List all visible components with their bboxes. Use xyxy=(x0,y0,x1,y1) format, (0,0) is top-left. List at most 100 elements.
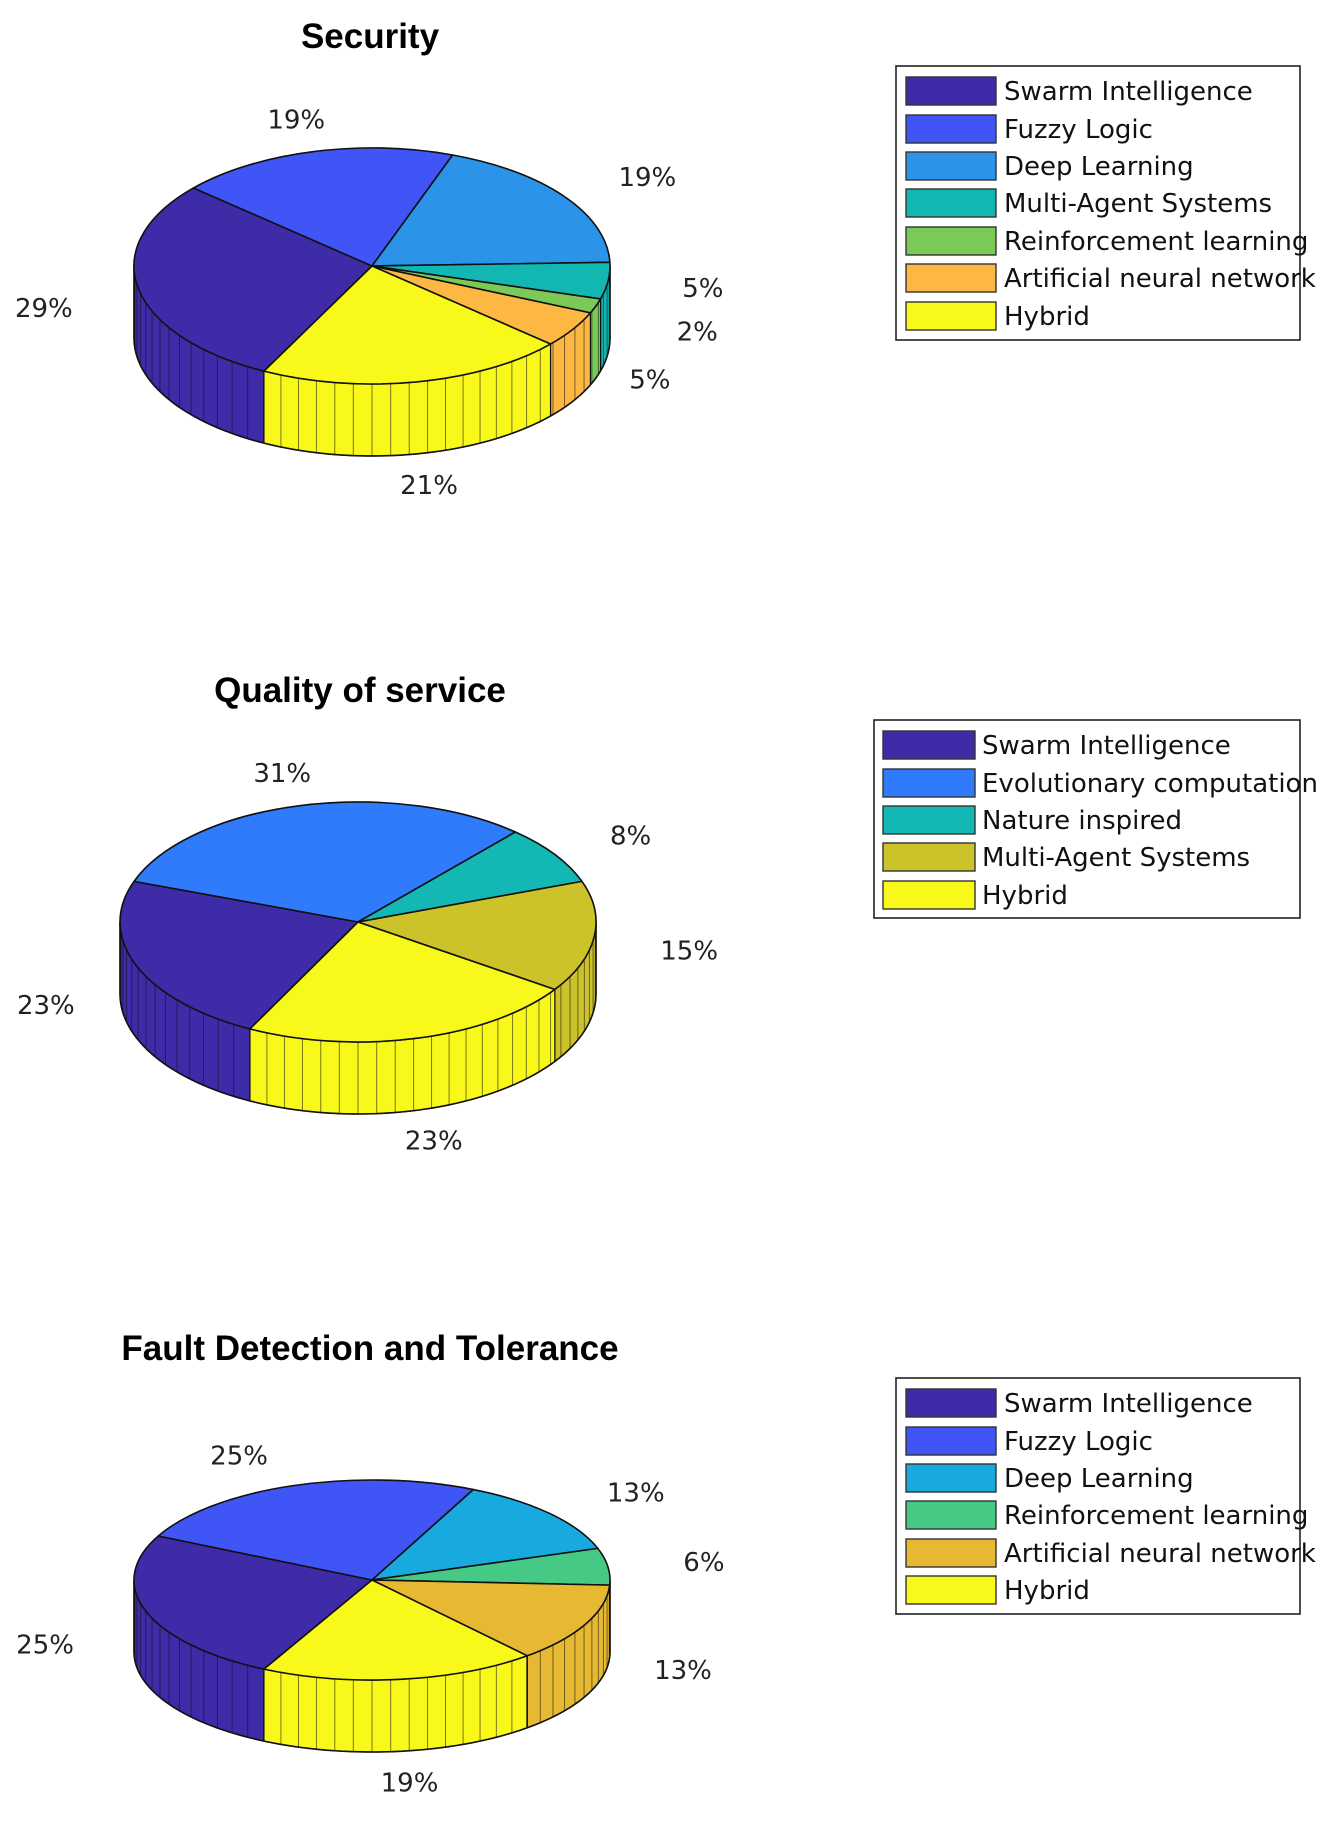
legend-swatch xyxy=(905,226,997,256)
pie-bottom-edge xyxy=(263,415,551,457)
legend-label: Swarm Intelligence xyxy=(1004,77,1253,107)
pct-label-artificial-neural-network: 5% xyxy=(629,366,670,396)
legend-swatch xyxy=(905,301,997,331)
pct-label-hybrid: 21% xyxy=(400,471,458,501)
pct-label-artificial-neural-network: 13% xyxy=(654,1656,712,1686)
pie-body: 25% 25% 13% 6% 13% 19% xyxy=(16,1441,724,1798)
pie-slice-swarm-intelligence xyxy=(133,1535,373,1670)
pie-slice-evolutionary-computation xyxy=(133,801,517,923)
legend-label: Deep Learning xyxy=(1004,1464,1194,1494)
pie-slice-multi-agent-systems xyxy=(357,880,597,991)
pct-label-fuzzy-logic: 25% xyxy=(210,1441,268,1471)
pie-slice-swarm-intelligence xyxy=(119,880,359,1030)
legend-swatch xyxy=(905,263,997,293)
legend-fault-detection: Swarm Intelligence Fuzzy Logic Deep Lear… xyxy=(895,1377,1316,1615)
pie-slice-fuzzy-logic xyxy=(192,147,454,267)
pct-label-reinforcement-learning: 6% xyxy=(683,1548,724,1578)
legend-label: Swarm Intelligence xyxy=(1004,1389,1253,1419)
legend-label: Multi-Agent Systems xyxy=(1004,189,1272,219)
pie-bottom-edge xyxy=(550,384,592,417)
pie-slice-fuzzy-logic xyxy=(157,1479,475,1581)
pie-body: 29%19%19%5%2%5%21% xyxy=(15,106,724,501)
pct-label-evolutionary-computation: 31% xyxy=(253,759,311,789)
pie-chart-security: Security 29%19%19%5%2%5%21% xyxy=(15,17,724,501)
pct-label-multi-agent-systems: 15% xyxy=(660,936,718,966)
pie-slice-hybrid xyxy=(249,921,556,1043)
pie-slice-deep-learning xyxy=(371,154,611,267)
pct-label-hybrid: 19% xyxy=(381,1769,439,1799)
legend-swatch xyxy=(905,188,997,218)
legend-swatch xyxy=(905,1388,997,1418)
legend-label: Artificial neural network xyxy=(1004,1539,1316,1569)
pie-bottom-edge xyxy=(589,370,602,386)
pie-side-wall xyxy=(133,1579,611,1753)
chart-title: Security xyxy=(301,17,440,56)
pie-bottom-edge xyxy=(554,993,597,1063)
legend-swatch xyxy=(882,768,976,798)
pie-chart-quality-of-service: Quality of service 23% 31% 8% 15% 23% xyxy=(17,671,718,1157)
legend-swatch xyxy=(882,730,976,760)
legend-swatch xyxy=(905,1500,997,1530)
pie-bottom-edge xyxy=(526,1657,611,1729)
legend-swatch xyxy=(905,76,997,106)
pct-label-fuzzy-logic: 19% xyxy=(267,106,325,136)
pie-bottom-edge xyxy=(263,1727,528,1753)
legend-swatch xyxy=(905,1426,997,1456)
legend-swatch xyxy=(905,114,997,144)
pie-slice-deep-learning xyxy=(371,1488,599,1581)
legend-label: Fuzzy Logic xyxy=(1004,115,1153,145)
legend-label: Evolutionary computation xyxy=(982,769,1318,799)
legend-label: Swarm Intelligence xyxy=(982,731,1231,761)
pct-label-deep-learning: 13% xyxy=(607,1478,665,1508)
legend-label: Hybrid xyxy=(1004,1576,1090,1606)
chart-title: Fault Detection and Tolerance xyxy=(121,1329,618,1368)
legend-swatch xyxy=(905,1538,997,1568)
pie-labels: 25% 25% 13% 6% 13% 19% xyxy=(16,1441,724,1798)
legend-quality-of-service: Swarm Intelligence Evolutionary computat… xyxy=(873,719,1318,919)
legend-label: Nature inspired xyxy=(982,806,1182,836)
legend-security: Swarm Intelligence Fuzzy Logic Deep Lear… xyxy=(895,65,1316,341)
pie-slice-nature-inspired xyxy=(357,831,583,923)
legend-swatch xyxy=(905,1463,997,1493)
legend-label: Reinforcement learning xyxy=(1004,1501,1308,1531)
pct-label-reinforcement-learning: 2% xyxy=(677,318,718,348)
legend-label: Fuzzy Logic xyxy=(1004,1427,1153,1457)
legend-swatch xyxy=(882,842,976,872)
pie-top-face xyxy=(133,147,611,385)
pct-label-deep-learning: 19% xyxy=(618,163,676,193)
pie-chart-fault-detection: Fault Detection and Tolerance 25% 25% 13% 6… xyxy=(16,1329,724,1799)
legend-label: Hybrid xyxy=(982,881,1068,911)
pct-label-swarm-intelligence: 25% xyxy=(16,1631,74,1661)
pct-label-swarm-intelligence: 29% xyxy=(15,294,73,324)
legend-label: Artificial neural network xyxy=(1004,264,1316,294)
legend-swatch xyxy=(905,151,997,181)
legend-label: Multi-Agent Systems xyxy=(982,843,1250,873)
pie-bottom-edge xyxy=(599,337,611,372)
pct-label-hybrid: 23% xyxy=(405,1127,463,1157)
legend-swatch xyxy=(882,880,976,910)
pie-top-face xyxy=(133,1479,611,1681)
pie-slice-hybrid xyxy=(263,265,552,385)
pie-top-face xyxy=(119,801,597,1043)
legend-label: Reinforcement learning xyxy=(1004,227,1308,257)
legend-label: Deep Learning xyxy=(1004,152,1194,182)
chart-title: Quality of service xyxy=(214,671,506,710)
pie-body: 23% 31% 8% 15% 23% xyxy=(17,759,718,1156)
legend-swatch xyxy=(882,805,976,835)
pie-bottom-edge xyxy=(249,1060,556,1115)
pie-labels: 23% 31% 8% 15% 23% xyxy=(17,759,718,1156)
legend-swatch xyxy=(905,1575,997,1605)
pie-labels: 29%19%19%5%2%5%21% xyxy=(15,106,724,501)
pct-label-nature-inspired: 8% xyxy=(610,822,651,852)
pie-slice-artificial-neural-network xyxy=(371,1579,611,1657)
pie-bottom-edge xyxy=(133,1651,265,1742)
pie-bottom-edge xyxy=(119,993,251,1102)
pct-label-swarm-intelligence: 23% xyxy=(17,991,75,1021)
legend-label: Hybrid xyxy=(1004,302,1090,332)
pie-bottom-edge xyxy=(133,337,265,444)
pie-slice-swarm-intelligence xyxy=(133,187,373,372)
pct-label-multi-agent-systems: 5% xyxy=(682,274,723,304)
pie-side-wall xyxy=(119,921,597,1115)
pie-slice-hybrid xyxy=(263,1579,529,1681)
